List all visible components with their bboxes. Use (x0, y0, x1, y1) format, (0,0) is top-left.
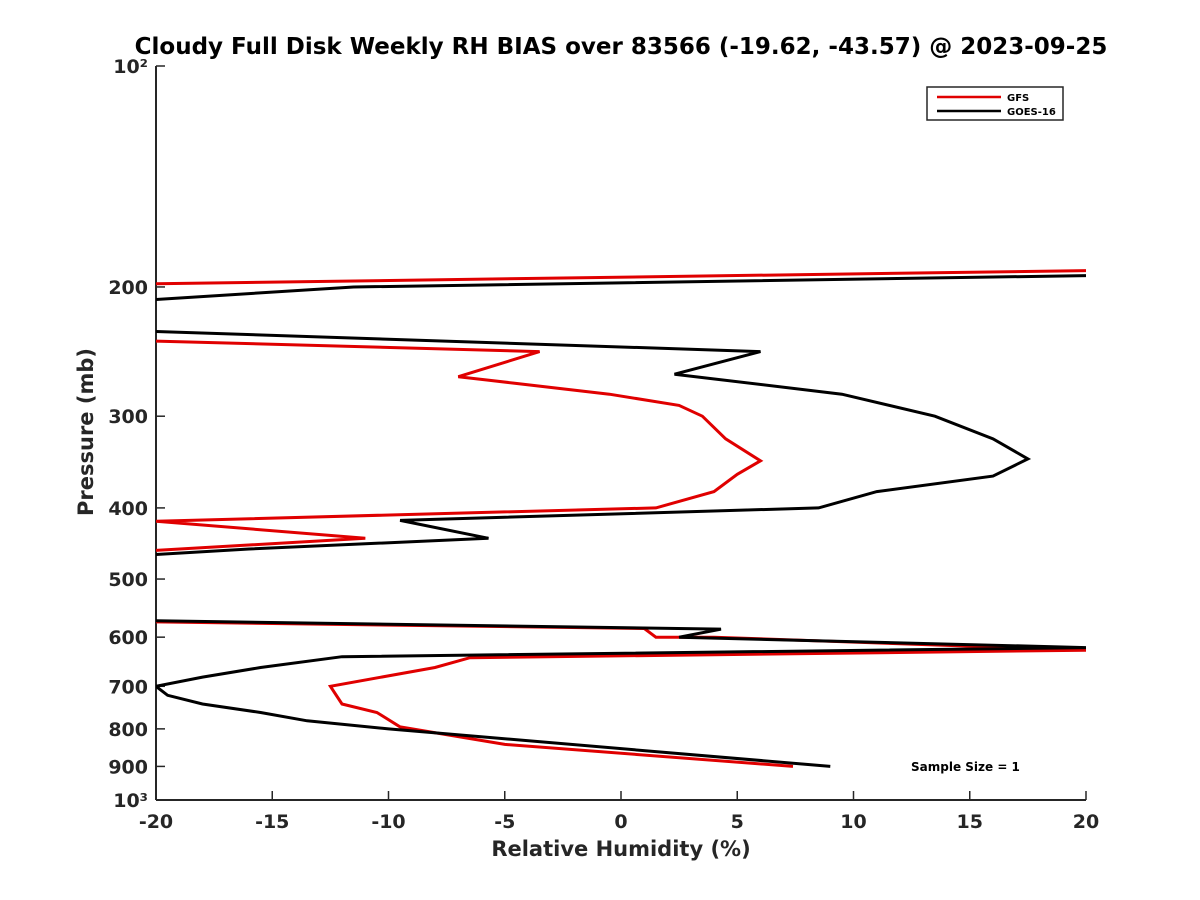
y-axis-label: Pressure (mb) (74, 348, 98, 516)
series-line-goes-16 (156, 274, 1086, 301)
y-tick-label: 900 (108, 756, 148, 778)
series-line-goes-16 (156, 330, 1032, 556)
x-tick-label: 15 (957, 811, 983, 833)
x-axis-label: Relative Humidity (%) (491, 837, 750, 861)
x-tick-label: 0 (614, 811, 627, 833)
y-tick-label: 400 (108, 498, 148, 520)
legend-box (926, 86, 1064, 121)
x-tick-label: -10 (371, 811, 405, 833)
x-tick-label: -5 (494, 811, 515, 833)
x-tick-label: 20 (1073, 811, 1099, 833)
x-tick-label: -15 (255, 811, 289, 833)
x-tick-label: 5 (731, 811, 744, 833)
plot-area: -20 -15 -10 -5 0 5 10 15 20 10² 200 300 400 500 600 700… (108, 56, 1099, 833)
chart-title: Cloudy Full Disk Weekly RH BIAS over 835… (135, 34, 1108, 60)
x-tick-label: 10 (840, 811, 866, 833)
y-tick-label: 10² (113, 56, 148, 78)
series-line-gfs (156, 620, 1086, 768)
y-tick-label: 800 (108, 719, 148, 741)
legend-label-goes-16: GOES-16 (1007, 107, 1056, 118)
x-tick-label: -20 (139, 811, 173, 833)
legend-label-gfs: GFS (1007, 93, 1029, 104)
legend: GFS GOES-16 (926, 86, 1064, 121)
series-lines (156, 269, 1086, 768)
y-tick-label: 600 (108, 627, 148, 649)
series-line-gfs (156, 339, 764, 552)
series-line-goes-16 (156, 619, 1086, 768)
series-line-gfs (156, 269, 1086, 286)
y-tick-label: 500 (108, 569, 148, 591)
y-tick-label: 10³ (113, 790, 148, 812)
y-tick-label: 700 (108, 676, 148, 698)
y-tick-label: 200 (108, 277, 148, 299)
sample-size-annotation: Sample Size = 1 (911, 760, 1020, 774)
y-tick-label: 300 (108, 406, 148, 428)
